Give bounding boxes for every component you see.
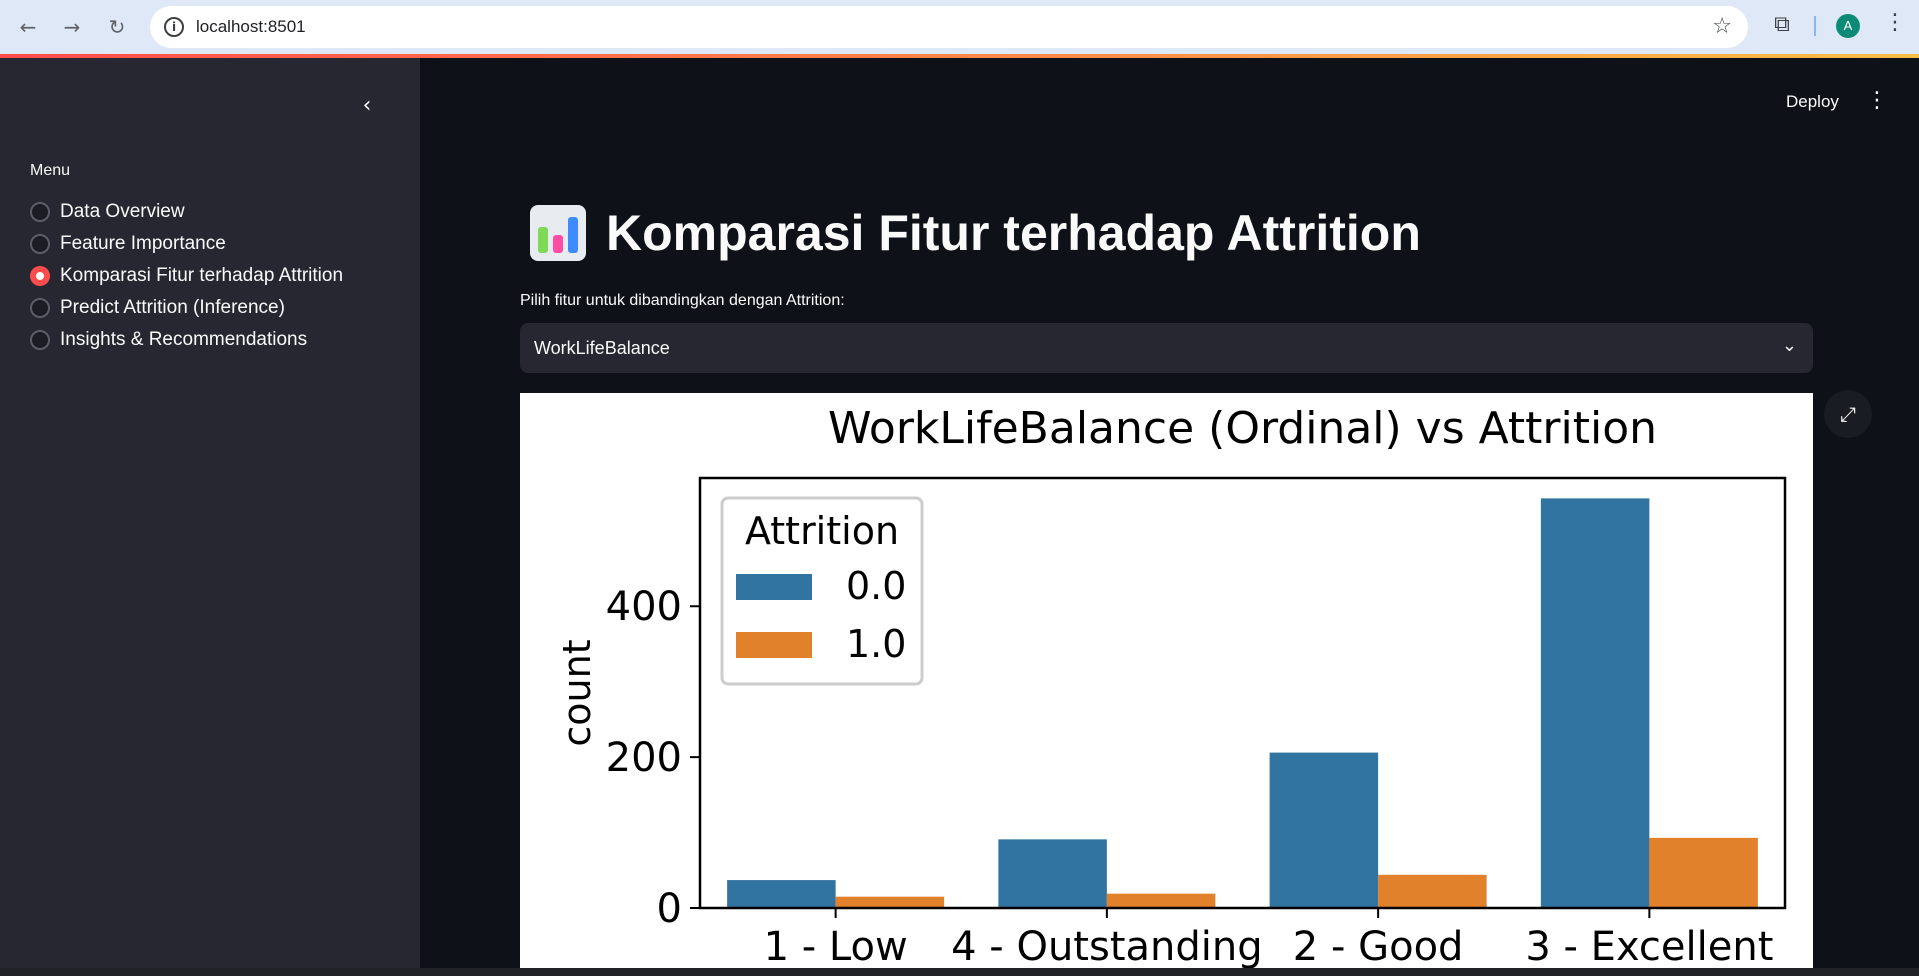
- radio-predict-attrition[interactable]: Predict Attrition (Inference): [30, 292, 343, 324]
- radio-label: Insights & Recommendations: [60, 329, 308, 350]
- bar-0-0: [1269, 752, 1379, 908]
- feature-select-label: Pilih fitur untuk dibandingkan dengan At…: [520, 292, 845, 309]
- main-content: Deploy ⋮ Komparasi Fitur terhadap Attrit…: [420, 58, 1919, 968]
- bar-chart-icon-bar: [538, 227, 548, 253]
- radio-button[interactable]: [30, 202, 50, 222]
- bar-1-0: [1649, 837, 1758, 908]
- bar-chart: WorkLifeBalance (Ordinal) vs Attrition co…: [555, 403, 1787, 968]
- radio-komparasi-fitur[interactable]: Komparasi Fitur terhadap Attrition: [30, 260, 343, 292]
- legend-title: Attrition: [745, 509, 899, 553]
- legend-label: 0.0: [846, 564, 906, 608]
- menu-label: Menu: [30, 162, 71, 179]
- header-decoration-stripe: [0, 54, 1919, 58]
- reload-icon[interactable]: ↻: [108, 15, 126, 39]
- bar-1-0: [1378, 874, 1487, 908]
- chart-title: WorkLifeBalance (Ordinal) vs Attrition: [828, 403, 1657, 454]
- x-tick-label: 2 - Good: [1293, 924, 1464, 968]
- legend-swatch: [736, 574, 812, 600]
- radio-feature-importance[interactable]: Feature Importance: [30, 228, 343, 260]
- radio-button-selected[interactable]: [30, 266, 50, 286]
- bookmark-star-icon[interactable]: ☆: [1712, 14, 1732, 39]
- bar-0-0: [727, 880, 836, 908]
- x-tick-label: 4 - Outstanding: [951, 924, 1262, 968]
- radio-label: Data Overview: [60, 201, 185, 222]
- browser-toolbar: ← → ↻ i localhost:8501 ☆ ⧉ A ⋮: [0, 0, 1919, 54]
- site-info-icon[interactable]: i: [164, 17, 184, 37]
- deploy-button[interactable]: Deploy: [1786, 92, 1839, 111]
- url-text: localhost:8501: [196, 17, 306, 36]
- page-title: Komparasi Fitur terhadap Attrition: [606, 205, 1421, 261]
- fullscreen-icon[interactable]: ⤢: [1824, 390, 1872, 438]
- chevron-down-icon: ⌄: [1781, 335, 1797, 356]
- radio-label: Feature Importance: [60, 233, 226, 254]
- y-tick-label: 400: [606, 584, 682, 630]
- address-bar[interactable]: i localhost:8501 ☆: [150, 6, 1748, 48]
- bar-chart-icon-bar: [568, 217, 578, 253]
- legend-swatch: [736, 632, 812, 658]
- bar-0-0: [1540, 498, 1650, 908]
- bar-chart-icon-bar: [553, 235, 563, 253]
- browser-menu-icon[interactable]: ⋮: [1884, 10, 1906, 35]
- profile-avatar[interactable]: A: [1836, 14, 1860, 38]
- extensions-icon[interactable]: ⧉: [1774, 12, 1790, 37]
- radio-button[interactable]: [30, 234, 50, 254]
- y-tick-label: 200: [606, 735, 682, 781]
- y-tick-label: 0: [657, 886, 682, 932]
- radio-label: Komparasi Fitur terhadap Attrition: [60, 265, 344, 286]
- plot-frame: [698, 476, 1787, 910]
- bar-1-0: [1106, 893, 1216, 908]
- radio-insights[interactable]: Insights & Recommendations: [30, 324, 343, 356]
- bar-0-0: [998, 839, 1107, 908]
- bottom-edge: [0, 968, 1919, 976]
- back-icon[interactable]: ←: [19, 15, 37, 39]
- feature-select[interactable]: WorkLifeBalance ⌄: [520, 323, 1813, 373]
- x-tick-label: 3 - Excellent: [1525, 924, 1773, 968]
- x-tick-label: 1 - Low: [764, 924, 908, 968]
- bar-1-0: [835, 896, 945, 908]
- feature-select-value: WorkLifeBalance: [534, 338, 670, 358]
- toolbar-divider: [1814, 16, 1816, 36]
- radio-button[interactable]: [30, 330, 50, 350]
- radio-data-overview[interactable]: Data Overview: [30, 196, 343, 228]
- chart-container: WorkLifeBalance (Ordinal) vs Attrition co…: [520, 393, 1813, 968]
- sidebar: ‹ Menu Data Overview Feature Importance …: [0, 58, 420, 968]
- radio-label: Predict Attrition (Inference): [60, 297, 285, 318]
- page-title-row: Komparasi Fitur terhadap Attrition: [530, 204, 1421, 262]
- collapse-sidebar-icon[interactable]: ‹: [362, 93, 372, 118]
- forward-icon[interactable]: →: [63, 15, 81, 39]
- radio-button[interactable]: [30, 298, 50, 318]
- bar-chart-icon: [530, 205, 586, 261]
- legend-label: 1.0: [846, 622, 906, 666]
- main-menu-icon[interactable]: ⋮: [1866, 88, 1888, 113]
- menu-radio-group: Data Overview Feature Importance Kompara…: [30, 196, 343, 356]
- y-axis-label: count: [555, 639, 599, 746]
